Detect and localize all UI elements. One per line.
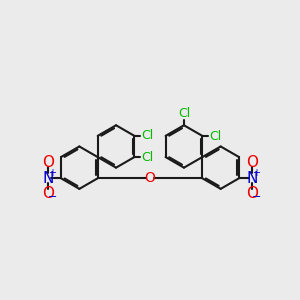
Text: −: − [48,191,57,202]
Text: Cl: Cl [141,129,153,142]
Text: O: O [246,186,258,201]
Text: Cl: Cl [178,107,191,120]
Text: −: − [252,191,262,202]
Text: O: O [42,155,54,170]
Text: O: O [42,186,54,201]
Text: O: O [145,171,155,185]
Text: N: N [42,171,53,186]
Text: +: + [48,168,56,178]
Text: N: N [247,171,258,186]
Text: Cl: Cl [141,151,153,164]
Text: O: O [246,155,258,170]
Text: +: + [252,168,260,178]
Text: Cl: Cl [209,130,221,143]
